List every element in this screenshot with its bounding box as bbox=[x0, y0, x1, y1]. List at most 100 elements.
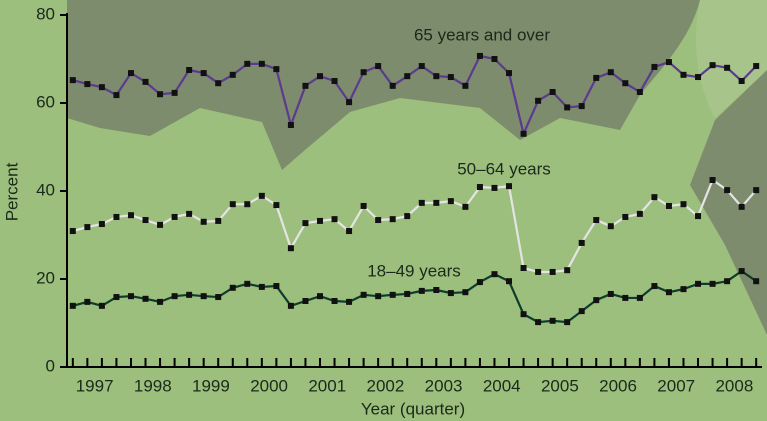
data-point bbox=[331, 78, 338, 84]
x-tick-label: 2008 bbox=[715, 376, 753, 395]
data-point bbox=[535, 97, 542, 104]
data-point bbox=[84, 224, 91, 231]
data-point bbox=[171, 213, 178, 220]
data-point bbox=[724, 278, 731, 285]
data-point bbox=[273, 202, 280, 209]
data-point bbox=[753, 278, 760, 285]
x-tick-label: 2003 bbox=[425, 376, 463, 395]
data-point bbox=[520, 130, 527, 137]
data-point bbox=[680, 286, 687, 293]
data-point bbox=[142, 217, 149, 224]
data-point bbox=[491, 56, 498, 62]
data-point bbox=[127, 293, 134, 300]
data-point bbox=[738, 268, 745, 275]
data-point bbox=[157, 298, 164, 305]
data-point bbox=[447, 74, 454, 81]
data-point bbox=[404, 290, 411, 297]
data-point bbox=[549, 89, 556, 95]
data-point bbox=[113, 213, 120, 220]
data-point bbox=[229, 71, 236, 78]
data-point bbox=[680, 71, 687, 78]
data-point bbox=[651, 194, 658, 201]
data-point bbox=[287, 245, 294, 252]
x-tick-label: 1999 bbox=[192, 376, 230, 395]
data-point bbox=[360, 69, 367, 76]
data-point bbox=[69, 228, 76, 235]
data-point bbox=[215, 294, 222, 301]
data-point bbox=[433, 287, 440, 293]
data-point bbox=[171, 293, 178, 300]
data-point bbox=[404, 73, 411, 80]
data-point bbox=[476, 184, 483, 191]
y-tick-label: 20 bbox=[36, 268, 55, 287]
data-point bbox=[186, 291, 193, 298]
data-point bbox=[651, 63, 658, 70]
data-point bbox=[346, 99, 353, 106]
data-point bbox=[738, 78, 745, 84]
data-point bbox=[273, 283, 280, 290]
x-tick-label: 1998 bbox=[134, 376, 172, 395]
data-point bbox=[142, 78, 149, 85]
data-point bbox=[506, 278, 513, 285]
data-point bbox=[607, 290, 614, 297]
data-point bbox=[564, 104, 571, 111]
data-point bbox=[346, 298, 353, 305]
data-point bbox=[506, 183, 513, 190]
data-point bbox=[418, 287, 425, 294]
data-point bbox=[607, 69, 614, 76]
data-point bbox=[113, 92, 120, 99]
data-point bbox=[665, 59, 672, 66]
data-point bbox=[709, 177, 716, 183]
x-tick-label: 2002 bbox=[367, 376, 405, 395]
data-point bbox=[302, 82, 309, 89]
y-tick-label: 0 bbox=[46, 356, 55, 375]
x-tick-label: 2006 bbox=[599, 376, 637, 395]
data-point bbox=[491, 184, 498, 191]
data-point bbox=[491, 271, 498, 278]
map-background bbox=[690, 70, 767, 335]
data-point bbox=[69, 302, 76, 309]
data-point bbox=[244, 280, 251, 287]
data-point bbox=[665, 202, 672, 209]
data-point bbox=[593, 217, 600, 224]
data-point bbox=[98, 302, 105, 309]
data-point bbox=[433, 199, 440, 206]
data-point bbox=[331, 298, 338, 304]
data-point bbox=[636, 210, 643, 217]
data-point bbox=[316, 73, 323, 80]
data-point bbox=[113, 294, 120, 301]
y-tick-label: 80 bbox=[36, 4, 55, 23]
data-point bbox=[389, 291, 396, 298]
series-line bbox=[72, 178, 758, 274]
data-point bbox=[578, 103, 585, 110]
data-point bbox=[316, 293, 323, 300]
data-point bbox=[578, 308, 585, 315]
data-point bbox=[753, 63, 760, 70]
map-background bbox=[67, 0, 700, 170]
x-tick-label: 1997 bbox=[76, 376, 114, 395]
data-point bbox=[447, 290, 454, 297]
data-point bbox=[84, 81, 91, 88]
data-point bbox=[607, 223, 614, 230]
data-point bbox=[375, 217, 382, 224]
data-point bbox=[127, 212, 134, 219]
x-tick-label: 2001 bbox=[308, 376, 346, 395]
series-label: 50–64 years bbox=[457, 159, 551, 178]
y-tick-label: 60 bbox=[36, 92, 55, 111]
data-point bbox=[360, 202, 367, 209]
data-point bbox=[215, 217, 222, 224]
data-point bbox=[738, 203, 745, 210]
series-label: 18–49 years bbox=[367, 261, 461, 280]
data-point bbox=[98, 221, 105, 227]
data-point bbox=[215, 80, 222, 87]
data-point bbox=[476, 52, 483, 59]
data-point bbox=[724, 187, 731, 194]
data-point bbox=[346, 228, 353, 235]
data-point bbox=[98, 84, 105, 91]
data-point bbox=[520, 265, 527, 271]
data-point bbox=[389, 216, 396, 223]
data-point bbox=[244, 201, 251, 208]
data-point bbox=[375, 63, 382, 70]
data-point bbox=[84, 298, 91, 305]
data-point bbox=[375, 293, 382, 300]
